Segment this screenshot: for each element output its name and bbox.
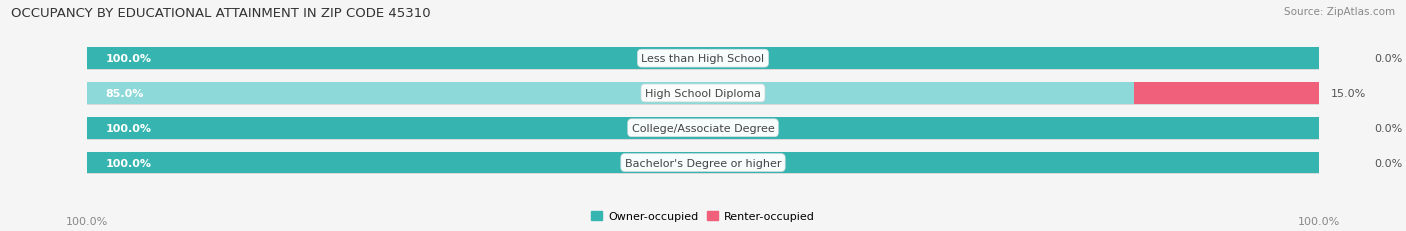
Bar <box>87 83 1319 104</box>
Bar <box>87 152 1319 174</box>
Text: Less than High School: Less than High School <box>641 54 765 64</box>
Text: 100.0%: 100.0% <box>1298 216 1340 226</box>
Text: 100.0%: 100.0% <box>66 216 108 226</box>
Text: 15.0%: 15.0% <box>1331 88 1367 99</box>
Bar <box>87 83 1135 104</box>
Text: 0.0%: 0.0% <box>1374 123 1403 133</box>
Bar <box>87 118 1319 139</box>
Legend: Owner-occupied, Renter-occupied: Owner-occupied, Renter-occupied <box>586 206 820 225</box>
Text: Bachelor's Degree or higher: Bachelor's Degree or higher <box>624 158 782 168</box>
Text: 85.0%: 85.0% <box>105 88 143 99</box>
Bar <box>1319 118 1362 139</box>
Bar <box>1319 48 1362 70</box>
Bar <box>87 152 1319 174</box>
Bar <box>1135 83 1319 104</box>
Text: College/Associate Degree: College/Associate Degree <box>631 123 775 133</box>
Text: 100.0%: 100.0% <box>105 123 152 133</box>
Text: 100.0%: 100.0% <box>105 54 152 64</box>
Text: 100.0%: 100.0% <box>105 158 152 168</box>
Text: Source: ZipAtlas.com: Source: ZipAtlas.com <box>1284 7 1395 17</box>
Text: High School Diploma: High School Diploma <box>645 88 761 99</box>
Bar <box>1319 152 1362 174</box>
Bar <box>87 118 1319 139</box>
Bar <box>87 48 1319 70</box>
Text: 0.0%: 0.0% <box>1374 54 1403 64</box>
Text: 0.0%: 0.0% <box>1374 158 1403 168</box>
Text: OCCUPANCY BY EDUCATIONAL ATTAINMENT IN ZIP CODE 45310: OCCUPANCY BY EDUCATIONAL ATTAINMENT IN Z… <box>11 7 430 20</box>
Bar <box>87 48 1319 70</box>
